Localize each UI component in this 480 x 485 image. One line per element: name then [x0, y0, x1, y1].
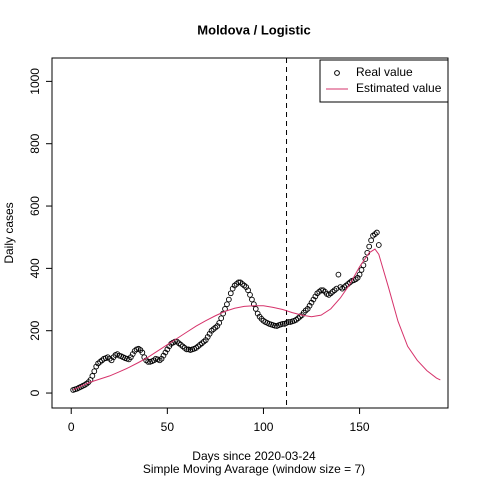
data-point [279, 321, 286, 327]
y-tick-label: 1000 [28, 68, 42, 95]
legend-box [319, 59, 449, 103]
data-point [368, 237, 374, 244]
y-tick-label: 200 [28, 320, 42, 340]
x-axis-label: Days since 2020-03-24 [192, 449, 316, 463]
data-point [89, 373, 96, 379]
data-point [375, 242, 382, 248]
data-point [183, 346, 190, 353]
data-point [374, 229, 380, 236]
y-axis-label: Daily cases [2, 202, 16, 263]
y-tick-label: 0 [28, 389, 42, 396]
y-tick-label: 800 [28, 133, 42, 153]
data-point [285, 319, 292, 325]
data-point [247, 292, 253, 298]
data-point [250, 301, 257, 308]
data-point [366, 243, 373, 250]
data-point [91, 368, 98, 375]
chart-title: Moldova / Logistic [197, 22, 310, 37]
plot-frame [51, 57, 449, 409]
data-point [335, 271, 342, 278]
data-point [224, 301, 230, 308]
data-point [216, 320, 223, 326]
data-point [358, 267, 365, 273]
x-tick-label: 100 [253, 420, 273, 434]
data-point [252, 306, 259, 312]
x-tick-label: 50 [161, 420, 175, 434]
data-point [362, 256, 369, 262]
data-point [227, 290, 234, 297]
y-tick-label: 600 [28, 196, 42, 216]
data-point [249, 296, 255, 303]
data-point [245, 287, 251, 294]
legend-label: Real value [356, 65, 413, 79]
x-tick-label: 150 [350, 420, 370, 434]
data-point [218, 315, 225, 322]
data-point [145, 359, 151, 365]
data-point [226, 296, 232, 303]
y-tick-label: 400 [28, 258, 42, 278]
legend-marker [334, 70, 340, 76]
subtitle: Simple Moving Avarage (window size = 7) [143, 462, 365, 476]
data-point [356, 271, 363, 278]
estimated-line [72, 248, 441, 391]
x-tick-label: 0 [68, 420, 75, 434]
legend-label: Estimated value [356, 81, 442, 95]
data-point [139, 349, 146, 356]
